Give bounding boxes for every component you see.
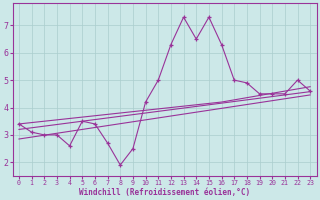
X-axis label: Windchill (Refroidissement éolien,°C): Windchill (Refroidissement éolien,°C) [79,188,250,197]
